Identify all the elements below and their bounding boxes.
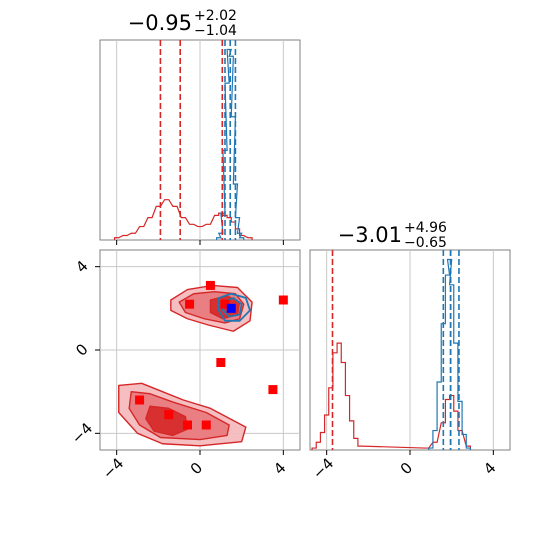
marker-red <box>135 395 145 405</box>
marker-red <box>220 299 230 309</box>
scatter-x-tick-label: 0 <box>187 459 206 478</box>
title-plus: +4.96 <box>404 220 447 236</box>
marker-red <box>205 280 215 290</box>
title-plus: +2.02 <box>194 8 237 24</box>
scatter-x-tick-label: 4 <box>270 459 289 478</box>
scatter-content <box>118 280 288 447</box>
marker-red <box>216 358 226 367</box>
p1-x-tick-label: 0 <box>397 459 416 478</box>
title-minus: −0.65 <box>404 235 447 251</box>
p1-x-tick-label: −4 <box>309 454 337 482</box>
contour-red-level-3 <box>145 405 189 437</box>
contour-blue-level-1 <box>217 292 251 322</box>
title-main: −0.95 <box>128 11 192 35</box>
marker-red <box>268 385 278 395</box>
scatter-panel-p0-p1: −4−4 0 0 4 4 <box>68 249 301 483</box>
marker-red <box>201 420 211 430</box>
marker-red <box>183 420 192 430</box>
scatter-x-tick-label: −4 <box>99 454 127 482</box>
p1-x-tick-label: 4 <box>480 459 499 478</box>
panel-titles: −0.95 +2.02−1.04 −3.01 +4.96−0.65 <box>128 8 447 251</box>
marker-red <box>278 295 288 305</box>
p1-histogram-red <box>311 342 472 450</box>
marker-red <box>185 299 195 309</box>
title-minus: −1.04 <box>194 23 237 39</box>
contour-blue-level-2 <box>222 297 243 318</box>
p1-histogram-blue <box>428 258 472 450</box>
scatter-y-tick-label: 0 <box>72 340 91 359</box>
marker-red <box>164 410 174 420</box>
scatter-y-tick-label: 4 <box>72 257 91 276</box>
histogram-panel-p0 <box>99 39 301 245</box>
histogram-panel-p1: −4 0 4 <box>309 249 511 483</box>
scatter-y-tick-label: −4 <box>68 419 96 447</box>
title-main: −3.01 <box>338 223 402 247</box>
marker-blue <box>226 303 236 313</box>
